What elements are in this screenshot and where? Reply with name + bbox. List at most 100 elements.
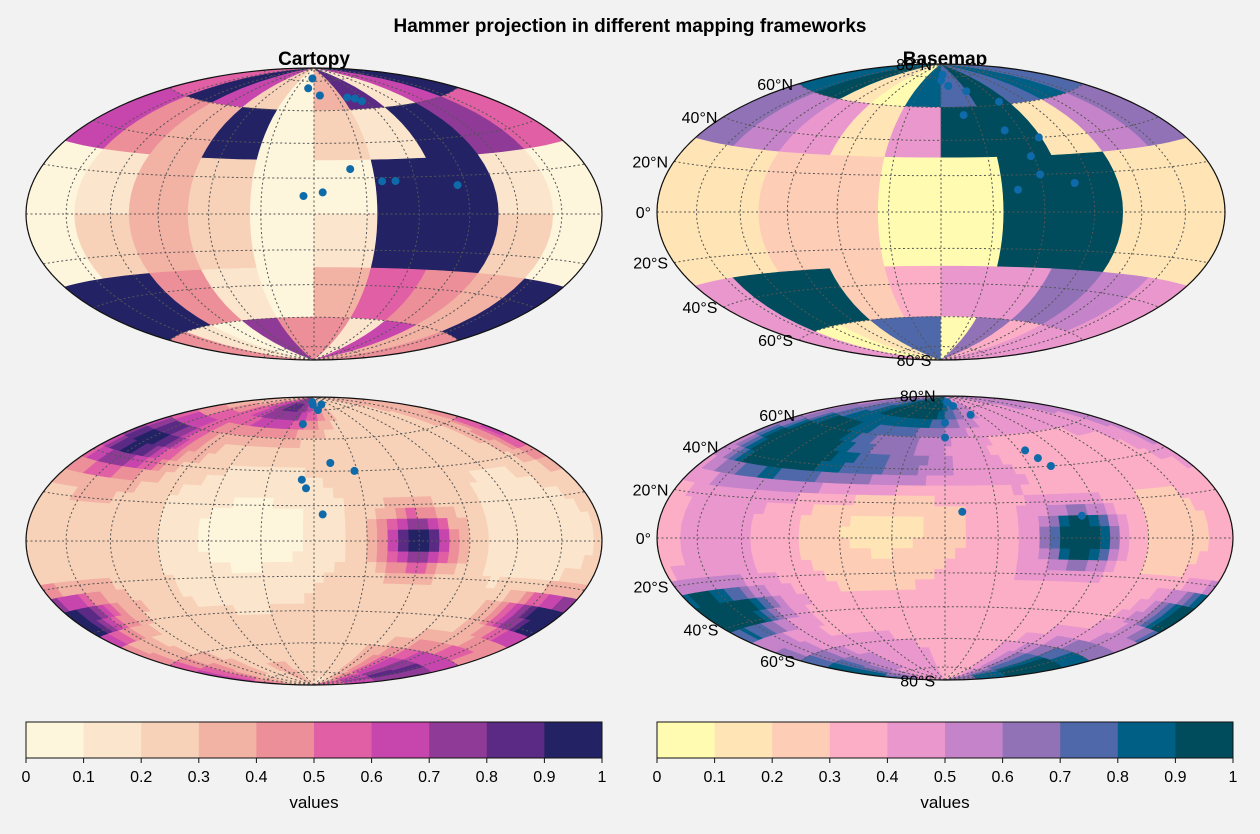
scatter-point xyxy=(1000,126,1009,135)
contour-cell xyxy=(303,572,315,584)
colorbar-right: 0 0.1 0.2 0.3 0.4 0.5 0.6 0.7 0.8 0.9 1 values xyxy=(653,721,1238,812)
contour-cell xyxy=(859,537,872,550)
contour-cell xyxy=(296,457,307,469)
contour-cell xyxy=(944,548,957,560)
contour-cell xyxy=(313,561,325,574)
contour-cell xyxy=(1039,526,1051,539)
contour-cell xyxy=(417,551,430,564)
contour-cell xyxy=(849,537,862,550)
contour-cell xyxy=(261,561,274,574)
colorbar-segment xyxy=(26,722,85,758)
contour-cell xyxy=(917,599,929,611)
contour-cell xyxy=(923,558,936,570)
contour-cell xyxy=(861,558,875,571)
contour-cell xyxy=(354,508,367,521)
contour-cell xyxy=(828,537,841,550)
contour-cell xyxy=(438,529,451,542)
contour-cell xyxy=(397,529,410,542)
colorbar-segment xyxy=(945,722,1004,758)
contour-cell xyxy=(924,495,936,508)
contour-cell xyxy=(260,540,273,553)
scatter-point xyxy=(318,188,327,197)
contour-cell xyxy=(284,477,297,489)
contour-cell xyxy=(313,519,326,531)
heatmap-cell xyxy=(877,211,942,268)
contour-cell xyxy=(239,551,252,564)
map-boundary xyxy=(25,396,603,686)
contour-cell xyxy=(275,593,288,605)
contour-cell xyxy=(306,438,315,449)
graticule xyxy=(657,64,1225,360)
contour-cell xyxy=(928,619,939,630)
colorbar-segment xyxy=(1117,722,1176,758)
contour-cell xyxy=(275,477,288,489)
contour-cell xyxy=(488,528,500,542)
contour-cell xyxy=(1079,537,1092,550)
contour-cell xyxy=(1007,516,1020,528)
contour-cell xyxy=(953,465,964,477)
contour-cell xyxy=(759,525,771,539)
scatter-point xyxy=(346,165,355,174)
colorbar-tick-label: 1 xyxy=(1229,769,1238,786)
contour-cell xyxy=(1049,526,1062,539)
contour-cell xyxy=(167,540,180,553)
heatmap-cell xyxy=(249,213,315,269)
contour-cell xyxy=(386,518,399,531)
colorbar-tick-label: 0.5 xyxy=(934,769,956,786)
contour-cell xyxy=(377,529,389,542)
contour-cell xyxy=(944,609,954,621)
contour-cell xyxy=(1109,525,1121,539)
contour-cell xyxy=(303,498,315,510)
contour-cell xyxy=(975,548,988,560)
contour-cell xyxy=(798,537,811,550)
contour-cell xyxy=(208,529,220,542)
contour-cell xyxy=(829,548,842,561)
contour-cell xyxy=(936,455,946,467)
scatter-point xyxy=(944,82,953,90)
lat-tick-label: 80°N xyxy=(896,57,932,74)
contour-cell xyxy=(924,568,936,581)
contour-cell xyxy=(913,569,926,581)
colorbar-label: values xyxy=(920,793,969,812)
contour-cell xyxy=(313,613,323,625)
parallel-line xyxy=(43,249,585,265)
contour-cell xyxy=(283,582,296,595)
contour-cell xyxy=(240,508,254,520)
heatmap-cell xyxy=(370,213,441,271)
contour-cell xyxy=(965,527,978,539)
colorbar-segment xyxy=(772,722,831,758)
contour-cell xyxy=(944,446,954,457)
contour-cell xyxy=(91,527,103,542)
contour-cell xyxy=(332,487,345,500)
map-boundary xyxy=(25,67,603,361)
contour-cell xyxy=(387,540,400,553)
contour-cell xyxy=(407,551,420,564)
contour-cell xyxy=(740,537,752,551)
contour-cell xyxy=(313,572,325,584)
contour-cell xyxy=(270,540,283,553)
contour-cell xyxy=(912,527,925,539)
contour-cell xyxy=(997,527,1010,539)
contour-cell xyxy=(954,495,966,508)
parallel-line xyxy=(263,671,365,684)
contour-cell xyxy=(1028,537,1041,550)
contour-cell xyxy=(313,448,323,459)
colorbar-segment xyxy=(371,722,430,758)
contour-cell xyxy=(939,647,946,657)
contour-cell xyxy=(497,540,509,554)
contour-cell xyxy=(927,455,938,467)
contour-cell xyxy=(516,540,528,554)
scatter-point xyxy=(959,111,968,120)
contour-cell xyxy=(713,537,725,552)
heatmap-cell xyxy=(313,159,379,215)
contour-cell xyxy=(955,516,967,528)
contour-cell xyxy=(696,537,708,552)
contour-cell xyxy=(313,529,326,542)
scatter-point xyxy=(1021,446,1030,455)
contour-cell xyxy=(933,516,946,528)
contour-cell xyxy=(355,551,368,563)
heatmap-cell xyxy=(187,213,258,271)
heatmap-cell xyxy=(249,159,315,215)
contour-cell xyxy=(849,515,863,528)
contour-cell xyxy=(828,526,841,539)
